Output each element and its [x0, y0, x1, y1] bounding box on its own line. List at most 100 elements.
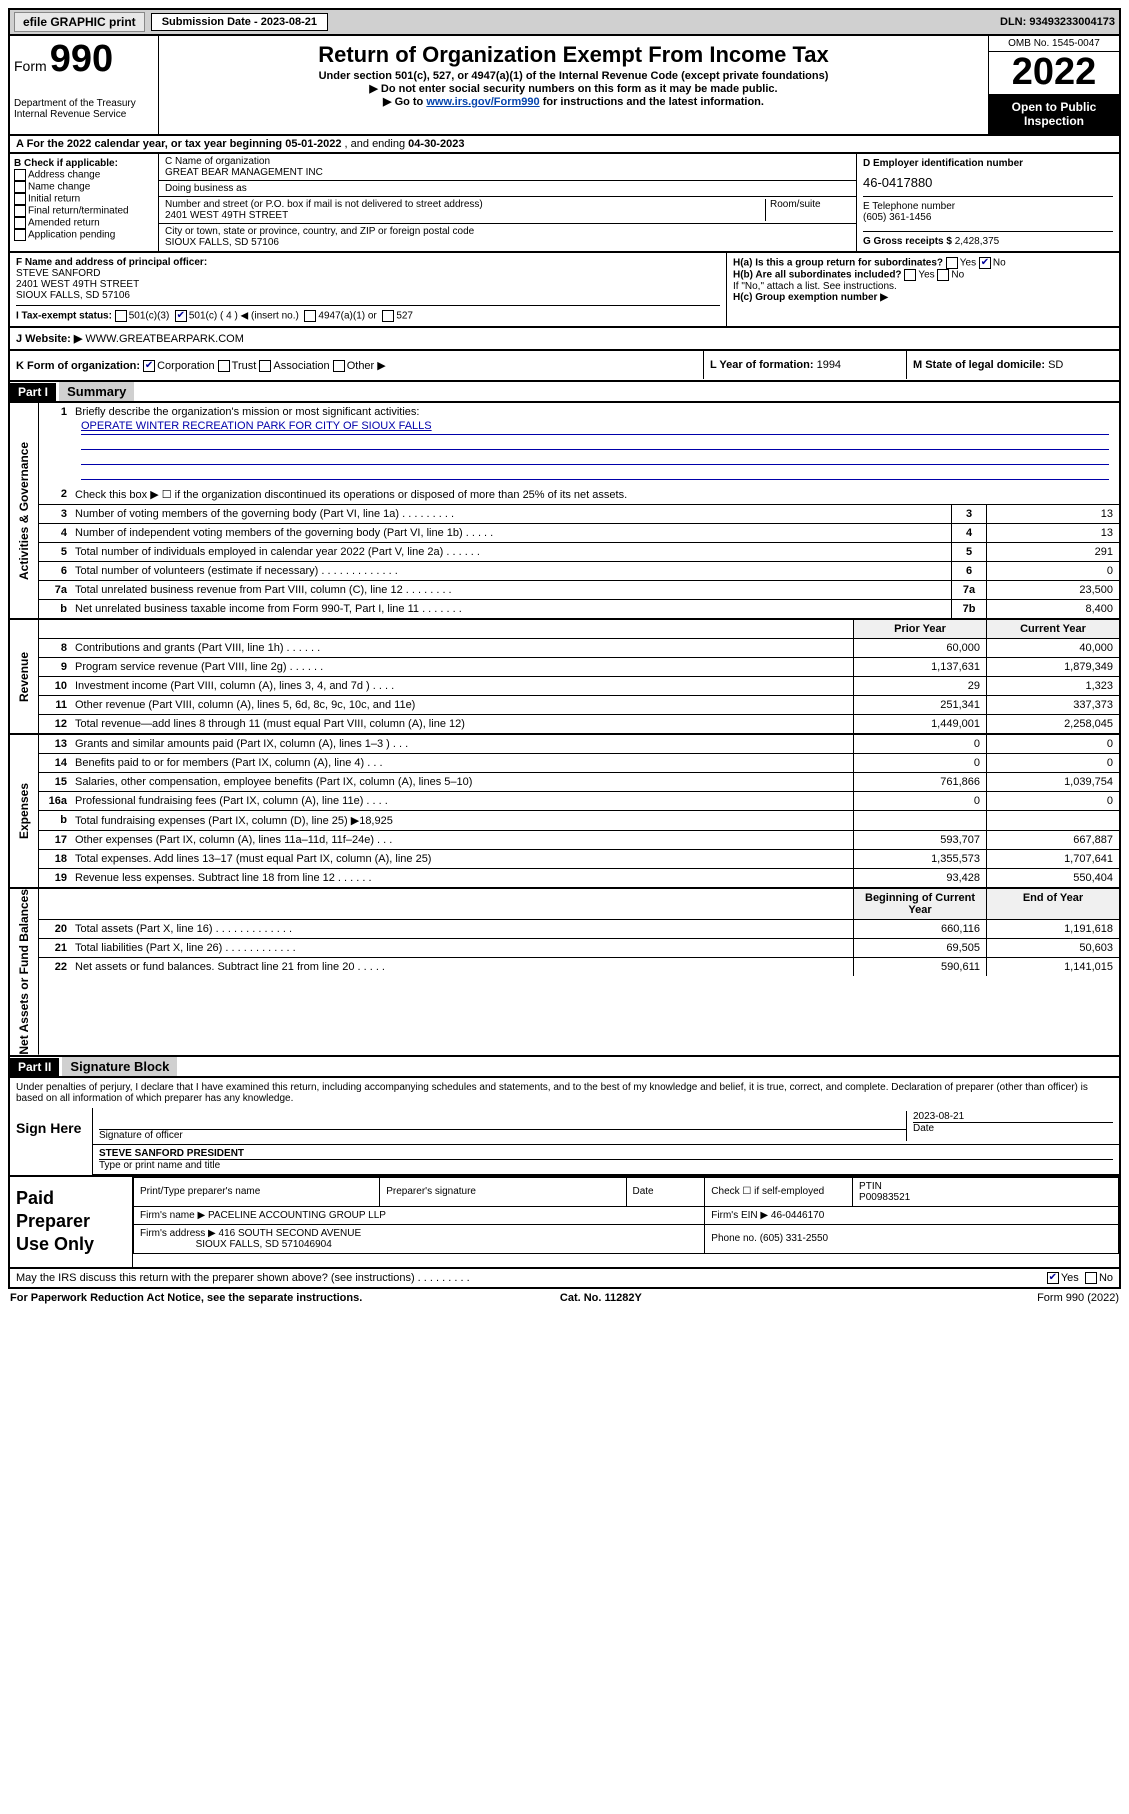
- c-dba-label: Doing business as: [165, 183, 247, 194]
- dept-label: Department of the Treasury Internal Reve…: [14, 98, 154, 120]
- submission-date: Submission Date - 2023-08-21: [151, 13, 328, 31]
- chk-name-change[interactable]: [14, 181, 26, 193]
- line-curr: 0: [986, 792, 1119, 810]
- f-street: 2401 WEST 49TH STREET: [16, 279, 139, 290]
- b-item-1: Name change: [28, 181, 90, 192]
- top-bar: efile GRAPHIC print Submission Date - 20…: [8, 8, 1121, 36]
- paperwork-r: Form 990 (2022): [1037, 1292, 1119, 1304]
- chk-initial[interactable]: [14, 193, 26, 205]
- d-phone-label: E Telephone number: [863, 201, 955, 212]
- line-num: 3: [39, 505, 71, 523]
- part2-hdr: Part II: [10, 1058, 59, 1076]
- form-number: 990: [50, 38, 113, 80]
- line-box: 7b: [951, 600, 986, 618]
- date-label: Date: [913, 1123, 934, 1134]
- chk-corp[interactable]: [143, 360, 155, 372]
- line-prior: 69,505: [853, 939, 986, 957]
- col-prior: Prior Year: [853, 620, 986, 638]
- i-c4: 501(c) ( 4 ) ◀ (insert no.): [189, 310, 299, 321]
- line-text: Net assets or fund balances. Subtract li…: [71, 958, 853, 976]
- line-curr: 1,707,641: [986, 850, 1119, 868]
- line-curr: 1,323: [986, 677, 1119, 695]
- line-box: 6: [951, 562, 986, 580]
- line-curr: 1,191,618: [986, 920, 1119, 938]
- line-text: Total number of volunteers (estimate if …: [71, 562, 951, 580]
- prep-phone: (605) 331-2550: [760, 1233, 828, 1244]
- chk-4947[interactable]: [304, 310, 316, 322]
- m-label: M State of legal domicile:: [913, 359, 1045, 371]
- chk-501c[interactable]: [175, 310, 187, 322]
- line-val: 13: [986, 505, 1119, 523]
- efile-print-button[interactable]: efile GRAPHIC print: [14, 12, 145, 32]
- chk-501c3[interactable]: [115, 310, 127, 322]
- d-phone: (605) 361-1456: [863, 212, 931, 223]
- line-num: b: [39, 600, 71, 618]
- line-text: Salaries, other compensation, employee b…: [71, 773, 853, 791]
- section-net: Net Assets or Fund Balances Beginning of…: [8, 889, 1121, 1057]
- b-item-0: Address change: [28, 169, 100, 180]
- chk-discuss-yes[interactable]: [1047, 1272, 1059, 1284]
- col-begin: Beginning of Current Year: [853, 889, 986, 919]
- line-text: Grants and similar amounts paid (Part IX…: [71, 735, 853, 753]
- ha-no: No: [993, 257, 1006, 268]
- line-prior: [853, 811, 986, 830]
- line-val: 13: [986, 524, 1119, 542]
- line-text: Number of voting members of the governin…: [71, 505, 951, 523]
- tax-year: 2022: [989, 52, 1119, 94]
- c-name: GREAT BEAR MANAGEMENT INC: [165, 167, 323, 178]
- line-prior: 29: [853, 677, 986, 695]
- chk-amended[interactable]: [14, 217, 26, 229]
- line-num: 6: [39, 562, 71, 580]
- line-curr: 40,000: [986, 639, 1119, 657]
- instructions-link[interactable]: www.irs.gov/Form990: [426, 96, 539, 108]
- line-curr: 550,404: [986, 869, 1119, 887]
- line-text: Program service revenue (Part VIII, line…: [71, 658, 853, 676]
- k-corp: Corporation: [157, 360, 214, 372]
- c-room-label: Room/suite: [770, 199, 821, 210]
- firm-addr2: SIOUX FALLS, SD 571046904: [196, 1239, 332, 1250]
- line-text: Other revenue (Part VIII, column (A), li…: [71, 696, 853, 714]
- line-num: 17: [39, 831, 71, 849]
- line-num: 20: [39, 920, 71, 938]
- line-curr: [986, 811, 1119, 830]
- chk-hb-yes[interactable]: [904, 269, 916, 281]
- row-j: J Website: ▶ WWW.GREATBEARPARK.COM: [8, 328, 1121, 351]
- line-text: Professional fundraising fees (Part IX, …: [71, 792, 853, 810]
- l-label: L Year of formation:: [710, 359, 814, 371]
- prep-label: Paid Preparer Use Only: [10, 1177, 132, 1267]
- chk-hb-no[interactable]: [937, 269, 949, 281]
- officer-name: STEVE SANFORD PRESIDENT: [99, 1148, 244, 1159]
- prep-c1: Print/Type preparer's name: [134, 1177, 380, 1206]
- chk-final[interactable]: [14, 205, 26, 217]
- chk-assoc[interactable]: [259, 360, 271, 372]
- paperwork: For Paperwork Reduction Act Notice, see …: [8, 1289, 1121, 1307]
- vside-rev: Revenue: [10, 620, 39, 733]
- line-num: b: [39, 811, 71, 830]
- c-city: SIOUX FALLS, SD 57106: [165, 237, 279, 248]
- i-a1: 4947(a)(1) or: [318, 310, 376, 321]
- line-val: 291: [986, 543, 1119, 561]
- line-val: 23,500: [986, 581, 1119, 599]
- chk-other[interactable]: [333, 360, 345, 372]
- b-item-2: Initial return: [28, 193, 80, 204]
- chk-pending[interactable]: [14, 229, 26, 241]
- f-name: STEVE SANFORD: [16, 268, 100, 279]
- m-val: SD: [1048, 359, 1063, 371]
- k-assoc: Association: [273, 360, 329, 372]
- chk-trust[interactable]: [218, 360, 230, 372]
- chk-address-change[interactable]: [14, 169, 26, 181]
- b-item-3: Final return/terminated: [28, 205, 129, 216]
- chk-ha-yes[interactable]: [946, 257, 958, 269]
- prep-c2: Preparer's signature: [380, 1177, 626, 1206]
- part1-title: Summary: [59, 382, 134, 401]
- foot-discuss: May the IRS discuss this return with the…: [8, 1269, 1121, 1289]
- firm-addr-lbl: Firm's address ▶: [140, 1228, 216, 1239]
- line-num: 18: [39, 850, 71, 868]
- chk-ha-no[interactable]: [979, 257, 991, 269]
- line-val: 0: [986, 562, 1119, 580]
- c-name-label: C Name of organization: [165, 156, 270, 167]
- chk-527[interactable]: [382, 310, 394, 322]
- prep-phone-lbl: Phone no.: [711, 1233, 757, 1244]
- line-prior: 660,116: [853, 920, 986, 938]
- chk-discuss-no[interactable]: [1085, 1272, 1097, 1284]
